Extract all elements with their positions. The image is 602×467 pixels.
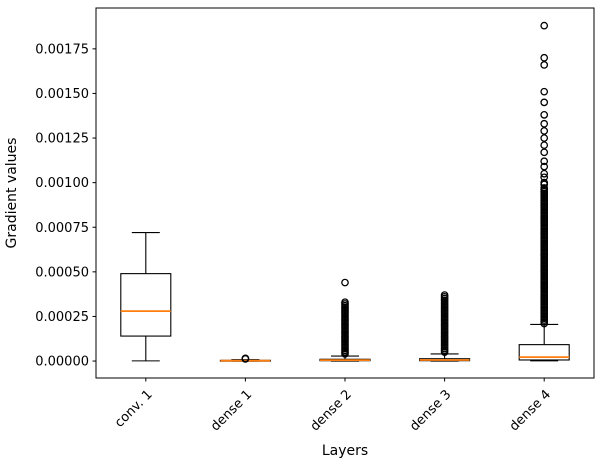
box-dense-2 — [319, 278, 371, 362]
flier-point — [540, 184, 549, 192]
flier-point — [440, 291, 449, 299]
flier-point — [540, 119, 549, 128]
box-dense-4 — [518, 21, 570, 362]
iqr-box — [120, 273, 172, 337]
y-axis-label: Gradient values — [4, 138, 20, 249]
y-tick-label: 0.00025 — [35, 310, 89, 325]
flier-point — [540, 134, 549, 142]
flier-point — [540, 21, 549, 30]
y-tick-label: 0.00100 — [35, 176, 89, 191]
x-axis-label: Layers — [322, 443, 368, 459]
flier-point — [540, 157, 549, 166]
x-tick-label: dense 1 — [208, 387, 255, 434]
x-tick-label: conv. 1 — [112, 387, 156, 431]
flier-point — [540, 98, 549, 107]
x-tick-label: dense 3 — [407, 387, 454, 434]
y-tick-label: 0.00075 — [35, 221, 89, 236]
flier-point — [341, 298, 349, 307]
iqr-box — [518, 344, 570, 361]
flier-point — [540, 127, 549, 135]
flier-point — [540, 178, 549, 187]
y-tick-label: 0.00150 — [35, 87, 89, 102]
flier-point — [540, 87, 549, 96]
y-tick-label: 0.00050 — [35, 265, 89, 280]
flier-point — [540, 141, 549, 150]
flier-point — [341, 278, 349, 287]
box-dense-1 — [219, 354, 271, 363]
flier-point — [540, 173, 549, 182]
x-tick-label: dense 4 — [507, 387, 554, 434]
flier-point — [540, 169, 549, 178]
box-dense-3 — [419, 291, 471, 362]
y-tick-label: 0.00000 — [35, 355, 89, 370]
y-tick-label: 0.00175 — [35, 42, 89, 57]
boxplot-series — [120, 21, 570, 363]
flier-point — [540, 148, 549, 157]
y-tick-label: 0.00125 — [35, 132, 89, 147]
x-tick-label: dense 2 — [308, 387, 355, 434]
flier-point — [540, 162, 549, 171]
flier-point — [540, 111, 549, 119]
box-conv-1 — [120, 232, 172, 362]
flier-point — [540, 61, 549, 69]
flier-point — [241, 354, 250, 363]
flier-point — [540, 53, 549, 62]
